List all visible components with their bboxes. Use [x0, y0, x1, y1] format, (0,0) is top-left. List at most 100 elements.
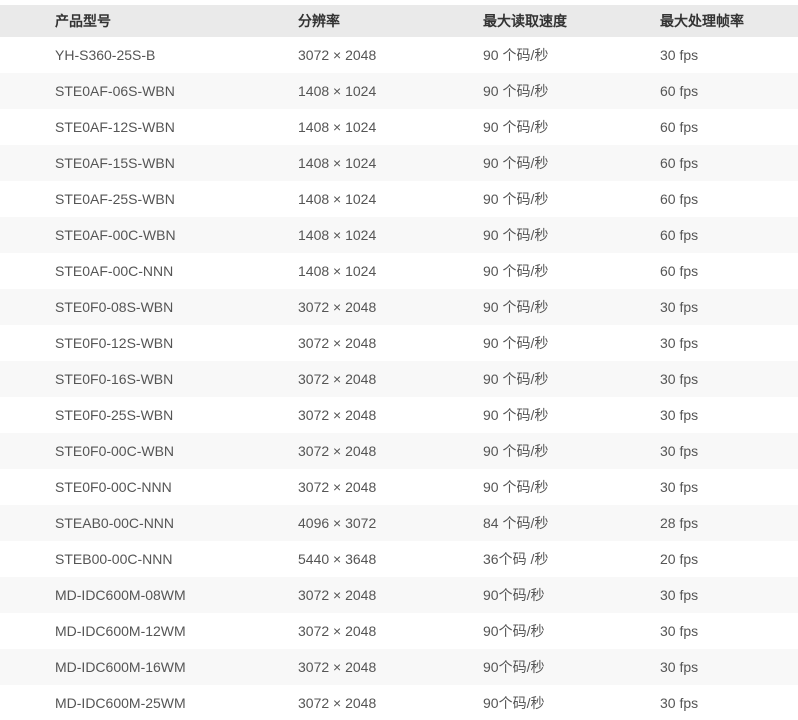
column-header-model: 产品型号 [0, 5, 298, 37]
table-row: MD-IDC600M-16WM 3072 × 2048 90个码/秒 30 fps [0, 649, 798, 685]
cell-fps: 30 fps [660, 299, 699, 315]
cell-model: STE0F0-08S-WBN [55, 299, 174, 315]
table-row: STE0F0-00C-NNN 3072 × 2048 90 个码/秒 30 fps [0, 469, 798, 505]
cell-resolution: 3072 × 2048 [298, 623, 377, 639]
table-row: MD-IDC600M-08WM 3072 × 2048 90个码/秒 30 fps [0, 577, 798, 613]
product-spec-table: 产品型号 分辨率 最大读取速度 最大处理帧率 YH-S360-25S-B 3072… [0, 5, 798, 720]
table-row: MD-IDC600M-12WM 3072 × 2048 90个码/秒 30 fps [0, 613, 798, 649]
cell-resolution: 3072 × 2048 [298, 335, 377, 351]
cell-resolution: 5440 × 3648 [298, 551, 377, 567]
cell-model: MD-IDC600M-12WM [55, 623, 186, 639]
cell-speed: 90 个码/秒 [483, 407, 549, 423]
cell-fps: 60 fps [660, 263, 699, 279]
cell-fps: 28 fps [660, 515, 699, 531]
cell-resolution: 3072 × 2048 [298, 587, 377, 603]
cell-resolution: 1408 × 1024 [298, 191, 377, 207]
cell-speed: 90个码/秒 [483, 695, 545, 711]
cell-fps: 30 fps [660, 371, 699, 387]
cell-speed: 90个码/秒 [483, 623, 545, 639]
cell-resolution: 3072 × 2048 [298, 443, 377, 459]
cell-speed: 90 个码/秒 [483, 119, 549, 135]
cell-speed: 90 个码/秒 [483, 47, 549, 63]
table-row: STE0AF-12S-WBN 1408 × 1024 90 个码/秒 60 fps [0, 109, 798, 145]
table-row: STE0AF-06S-WBN 1408 × 1024 90 个码/秒 60 fps [0, 73, 798, 109]
column-header-resolution: 分辨率 [298, 5, 483, 37]
table-row: STE0AF-25S-WBN 1408 × 1024 90 个码/秒 60 fps [0, 181, 798, 217]
table-row: YH-S360-25S-B 3072 × 2048 90 个码/秒 30 fps [0, 37, 798, 73]
table-header-row: 产品型号 分辨率 最大读取速度 最大处理帧率 [0, 5, 798, 37]
cell-model: MD-IDC600M-25WM [55, 695, 186, 711]
cell-fps: 30 fps [660, 587, 699, 603]
cell-fps: 30 fps [660, 335, 699, 351]
cell-speed: 84 个码/秒 [483, 515, 549, 531]
cell-resolution: 1408 × 1024 [298, 155, 377, 171]
cell-speed: 90 个码/秒 [483, 335, 549, 351]
cell-resolution: 1408 × 1024 [298, 227, 377, 243]
cell-fps: 30 fps [660, 695, 699, 711]
column-header-speed: 最大读取速度 [483, 5, 660, 37]
table-row: STE0AF-15S-WBN 1408 × 1024 90 个码/秒 60 fps [0, 145, 798, 181]
cell-model: STE0F0-00C-WBN [55, 443, 175, 459]
cell-fps: 30 fps [660, 623, 699, 639]
cell-model: STE0AF-00C-NNN [55, 263, 174, 279]
cell-model: STEB00-00C-NNN [55, 551, 173, 567]
cell-resolution: 3072 × 2048 [298, 371, 377, 387]
cell-speed: 90 个码/秒 [483, 191, 549, 207]
table-header: 产品型号 分辨率 最大读取速度 最大处理帧率 [0, 5, 798, 37]
table-row: STE0F0-25S-WBN 3072 × 2048 90 个码/秒 30 fps [0, 397, 798, 433]
cell-speed: 90 个码/秒 [483, 371, 549, 387]
cell-fps: 60 fps [660, 83, 699, 99]
cell-speed: 90 个码/秒 [483, 299, 549, 315]
cell-speed: 36个码 /秒 [483, 551, 549, 567]
table-row: STEAB0-00C-NNN 4096 × 3072 84 个码/秒 28 fps [0, 505, 798, 541]
cell-model: STE0AF-12S-WBN [55, 119, 175, 135]
cell-model: STE0F0-00C-NNN [55, 479, 172, 495]
cell-fps: 30 fps [660, 47, 699, 63]
cell-resolution: 3072 × 2048 [298, 695, 377, 711]
cell-resolution: 3072 × 2048 [298, 47, 377, 63]
cell-resolution: 1408 × 1024 [298, 263, 377, 279]
cell-model: STE0AF-25S-WBN [55, 191, 175, 207]
cell-fps: 60 fps [660, 119, 699, 135]
cell-speed: 90 个码/秒 [483, 83, 549, 99]
table-row: STE0F0-08S-WBN 3072 × 2048 90 个码/秒 30 fps [0, 289, 798, 325]
cell-fps: 30 fps [660, 479, 699, 495]
table-body: YH-S360-25S-B 3072 × 2048 90 个码/秒 30 fps STE… [0, 37, 798, 720]
cell-speed: 90个码/秒 [483, 659, 545, 675]
cell-fps: 30 fps [660, 659, 699, 675]
column-header-fps: 最大处理帧率 [660, 5, 798, 37]
cell-fps: 30 fps [660, 407, 699, 423]
cell-speed: 90 个码/秒 [483, 227, 549, 243]
cell-resolution: 3072 × 2048 [298, 659, 377, 675]
cell-model: YH-S360-25S-B [55, 47, 156, 63]
cell-resolution: 1408 × 1024 [298, 83, 377, 99]
cell-model: MD-IDC600M-08WM [55, 587, 186, 603]
table-row: STE0F0-16S-WBN 3072 × 2048 90 个码/秒 30 fps [0, 361, 798, 397]
table-row: STE0F0-12S-WBN 3072 × 2048 90 个码/秒 30 fps [0, 325, 798, 361]
cell-model: STE0AF-00C-WBN [55, 227, 176, 243]
cell-fps: 60 fps [660, 155, 699, 171]
cell-model: STE0F0-12S-WBN [55, 335, 174, 351]
table-row: STE0AF-00C-WBN 1408 × 1024 90 个码/秒 60 fps [0, 217, 798, 253]
cell-model: STE0AF-06S-WBN [55, 83, 175, 99]
table-row: STEB00-00C-NNN 5440 × 3648 36个码 /秒 20 fps [0, 541, 798, 577]
cell-resolution: 3072 × 2048 [298, 299, 377, 315]
cell-model: STE0AF-15S-WBN [55, 155, 175, 171]
cell-resolution: 3072 × 2048 [298, 479, 377, 495]
cell-model: STE0F0-25S-WBN [55, 407, 174, 423]
table-row: STE0F0-00C-WBN 3072 × 2048 90 个码/秒 30 fps [0, 433, 798, 469]
table-row: MD-IDC600M-25WM 3072 × 2048 90个码/秒 30 fps [0, 685, 798, 720]
cell-model: STEAB0-00C-NNN [55, 515, 175, 531]
cell-speed: 90 个码/秒 [483, 443, 549, 459]
cell-resolution: 3072 × 2048 [298, 407, 377, 423]
cell-speed: 90 个码/秒 [483, 479, 549, 495]
cell-fps: 60 fps [660, 227, 699, 243]
cell-resolution: 4096 × 3072 [298, 515, 377, 531]
cell-fps: 30 fps [660, 443, 699, 459]
cell-speed: 90 个码/秒 [483, 155, 549, 171]
table-row: STE0AF-00C-NNN 1408 × 1024 90 个码/秒 60 fps [0, 253, 798, 289]
cell-model: MD-IDC600M-16WM [55, 659, 186, 675]
cell-model: STE0F0-16S-WBN [55, 371, 174, 387]
cell-fps: 20 fps [660, 551, 699, 567]
cell-resolution: 1408 × 1024 [298, 119, 377, 135]
